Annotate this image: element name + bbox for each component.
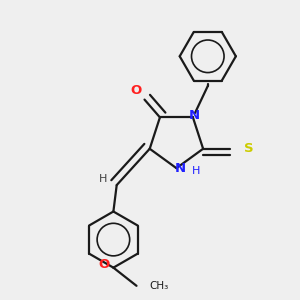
Text: CH₃: CH₃ (149, 281, 168, 291)
Text: O: O (98, 258, 110, 271)
Text: S: S (244, 142, 254, 155)
Text: N: N (189, 109, 200, 122)
Text: H: H (191, 167, 200, 176)
Text: N: N (175, 162, 186, 175)
Text: O: O (130, 85, 141, 98)
Text: H: H (99, 174, 107, 184)
